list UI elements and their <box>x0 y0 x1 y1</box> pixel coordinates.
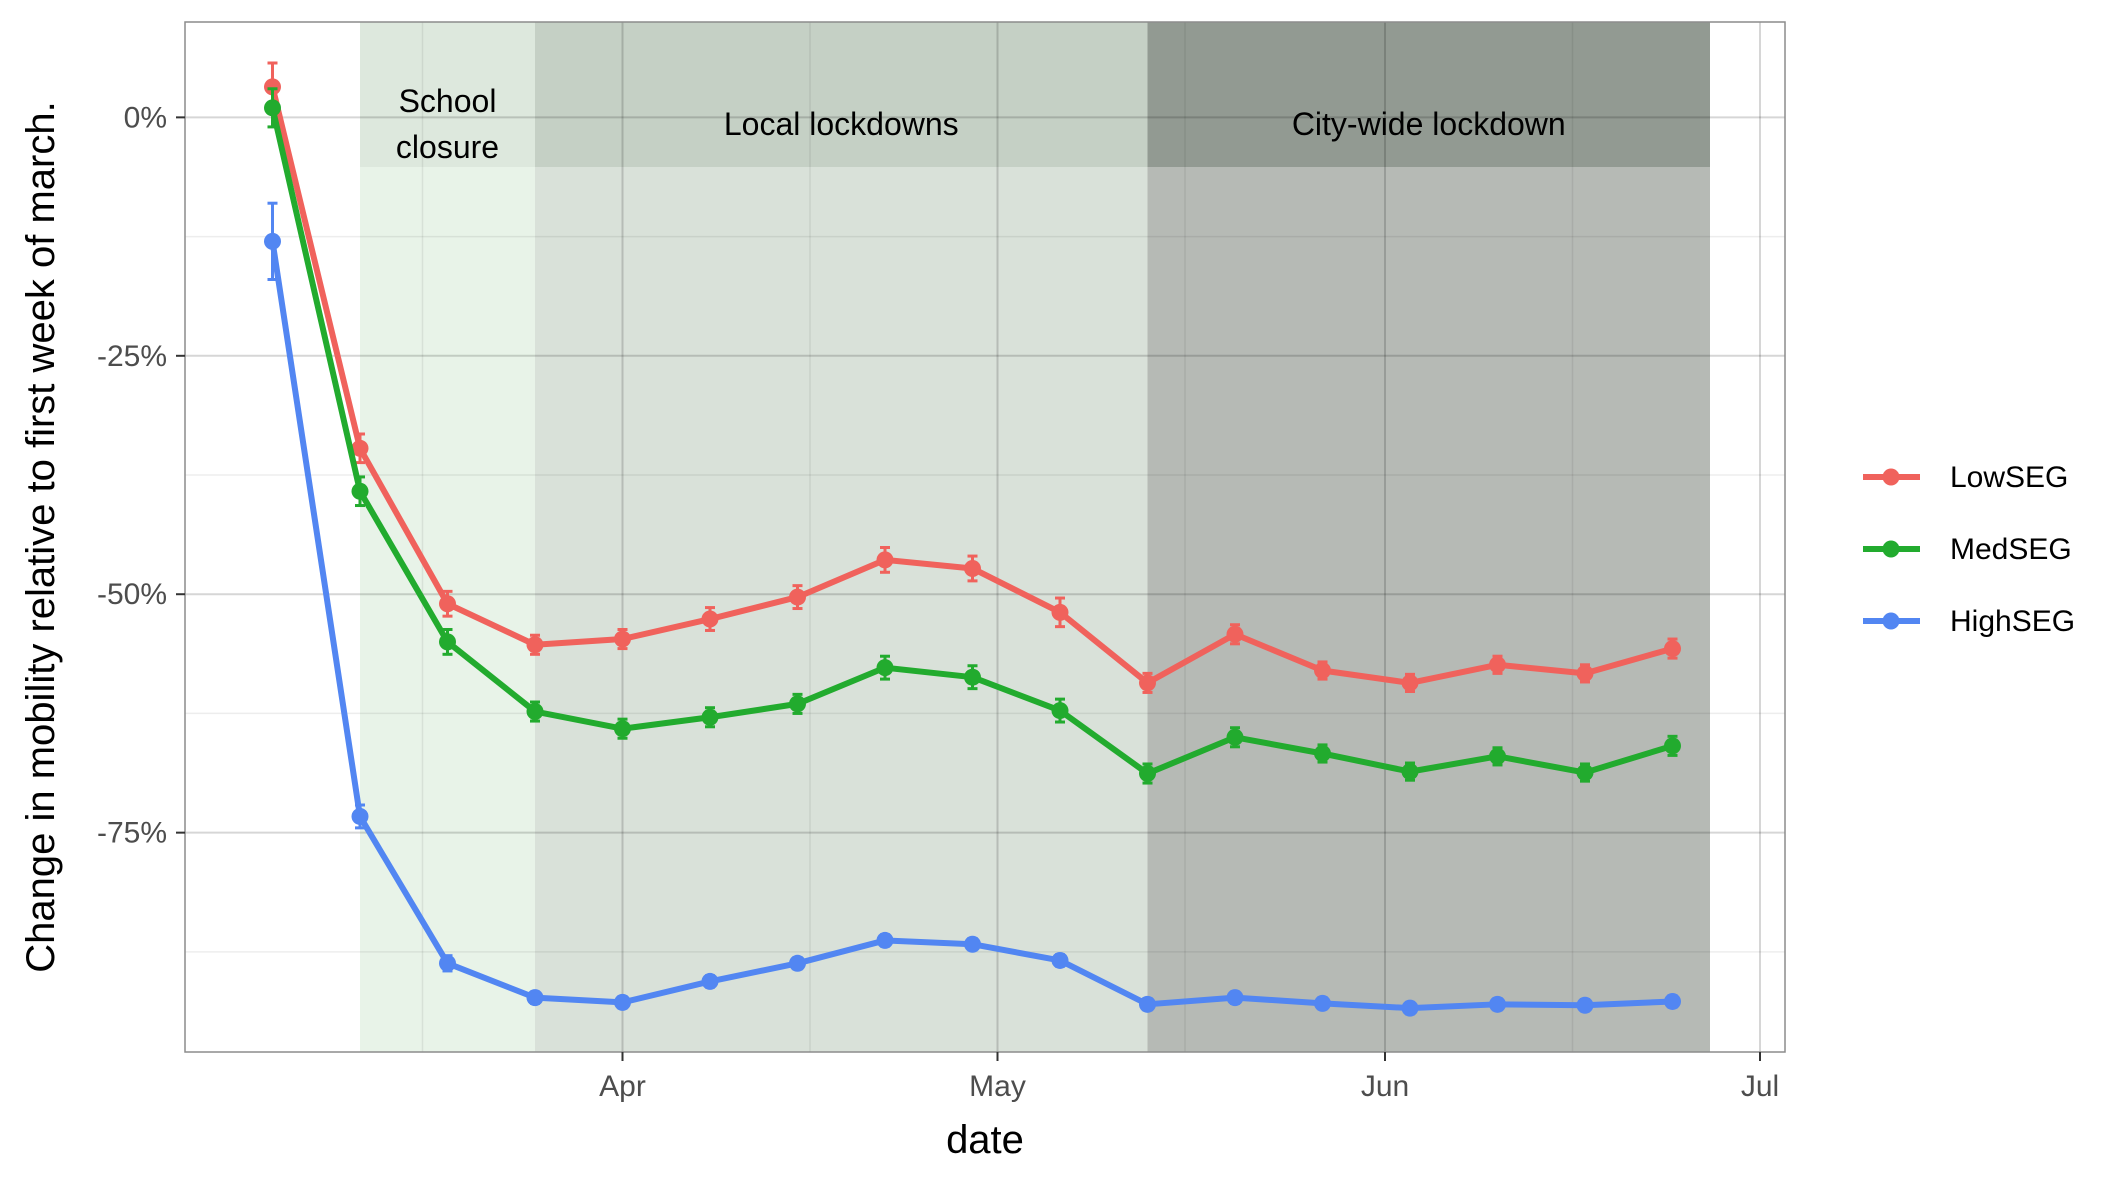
data-point-LowSEG-1 <box>351 439 369 457</box>
x-tick-label-3: Jul <box>1741 1070 1779 1103</box>
legend-marker-LowSEG <box>1882 468 1900 486</box>
data-point-LowSEG-8 <box>964 559 981 577</box>
data-point-MedSEG-8 <box>964 668 981 686</box>
data-point-LowSEG-13 <box>1401 674 1419 692</box>
legend-label-MedSEG: MedSEG <box>1950 533 2072 566</box>
period-band-1 <box>535 22 1148 1052</box>
data-point-HighSEG-1 <box>351 807 369 825</box>
data-point-LowSEG-4 <box>614 630 631 648</box>
x-tick-label-2: Jun <box>1361 1070 1409 1103</box>
data-point-LowSEG-9 <box>1051 603 1069 621</box>
data-point-MedSEG-13 <box>1401 763 1419 781</box>
data-point-HighSEG-16 <box>1664 992 1681 1010</box>
data-point-MedSEG-11 <box>1226 728 1244 746</box>
data-point-LowSEG-15 <box>1576 664 1594 682</box>
data-point-HighSEG-13 <box>1401 999 1419 1017</box>
data-point-MedSEG-6 <box>789 695 806 713</box>
y-axis-title: Change in mobility relative to first wee… <box>19 101 63 972</box>
data-point-HighSEG-2 <box>439 954 456 972</box>
data-point-HighSEG-8 <box>964 935 981 953</box>
y-tick-label-1: -25% <box>97 340 167 373</box>
series-MedSEG <box>264 87 1681 785</box>
data-point-HighSEG-0 <box>264 232 281 250</box>
series-LowSEG <box>264 61 1681 694</box>
data-point-HighSEG-9 <box>1051 951 1069 969</box>
data-point-MedSEG-10 <box>1139 765 1156 783</box>
axes: 0% -25% -50% -75% Apr May Jun Jul <box>97 101 1779 1103</box>
gridlines <box>185 22 1785 1052</box>
data-point-HighSEG-4 <box>614 993 631 1011</box>
data-point-HighSEG-6 <box>789 954 806 972</box>
data-point-LowSEG-10 <box>1139 674 1156 692</box>
data-point-LowSEG-7 <box>876 551 894 569</box>
data-point-MedSEG-2 <box>439 633 456 651</box>
x-tick-label-0: Apr <box>599 1070 646 1103</box>
data-point-MedSEG-4 <box>614 720 631 738</box>
data-point-LowSEG-12 <box>1314 662 1331 680</box>
period-label-band-0 <box>360 22 535 167</box>
data-point-LowSEG-5 <box>701 610 719 628</box>
legend-label-HighSEG: HighSEG <box>1950 605 2075 638</box>
data-point-LowSEG-0 <box>264 78 281 96</box>
legend-marker-HighSEG <box>1882 612 1900 630</box>
data-point-HighSEG-12 <box>1314 994 1331 1012</box>
data-point-HighSEG-11 <box>1226 989 1244 1007</box>
data-point-HighSEG-15 <box>1576 996 1594 1014</box>
data-point-HighSEG-14 <box>1489 995 1506 1013</box>
data-point-LowSEG-6 <box>789 588 806 606</box>
data-point-MedSEG-3 <box>526 703 544 721</box>
period-label-band-1 <box>535 22 1148 167</box>
x-tick-label-1: May <box>969 1070 1026 1103</box>
period-label-band-2 <box>1147 22 1710 167</box>
data-point-MedSEG-15 <box>1576 764 1594 782</box>
data-point-LowSEG-2 <box>439 595 456 613</box>
data-series <box>264 61 1681 1017</box>
data-point-MedSEG-9 <box>1051 702 1069 720</box>
data-point-MedSEG-0 <box>264 99 281 117</box>
series-HighSEG <box>264 201 1681 1017</box>
period-label-0-line-1: closure <box>396 129 499 165</box>
y-tick-label-2: -50% <box>97 578 167 611</box>
data-point-MedSEG-1 <box>351 482 369 500</box>
data-point-LowSEG-14 <box>1489 656 1506 674</box>
period-bands <box>360 22 1710 1052</box>
y-tick-label-0: 0% <box>124 101 167 134</box>
period-label-2-line-0: City-wide lockdown <box>1292 106 1566 142</box>
data-point-LowSEG-11 <box>1226 625 1244 643</box>
data-point-MedSEG-14 <box>1489 747 1506 765</box>
data-point-HighSEG-7 <box>876 931 894 949</box>
data-point-HighSEG-10 <box>1139 995 1156 1013</box>
period-labels: School closure Local lockdowns City-wide lo… <box>396 83 1566 165</box>
data-point-LowSEG-3 <box>526 636 544 654</box>
legend-marker-MedSEG <box>1882 540 1900 558</box>
data-point-MedSEG-16 <box>1664 737 1681 755</box>
data-point-MedSEG-5 <box>701 708 719 726</box>
x-axis-title: date <box>946 1118 1024 1162</box>
period-band-2 <box>1147 22 1710 1052</box>
data-point-LowSEG-16 <box>1664 640 1681 658</box>
data-point-HighSEG-3 <box>526 989 544 1007</box>
y-tick-label-3: -75% <box>97 817 167 850</box>
data-point-MedSEG-12 <box>1314 744 1331 762</box>
legend: LowSEG MedSEG HighSEG <box>1863 461 2075 638</box>
period-label-0-line-0: School <box>399 83 497 119</box>
plot-panel-border <box>184 21 1786 1053</box>
data-point-HighSEG-5 <box>701 972 719 990</box>
data-point-MedSEG-7 <box>876 659 894 677</box>
period-label-1-line-0: Local lockdowns <box>724 106 959 142</box>
legend-label-LowSEG: LowSEG <box>1950 461 2068 494</box>
